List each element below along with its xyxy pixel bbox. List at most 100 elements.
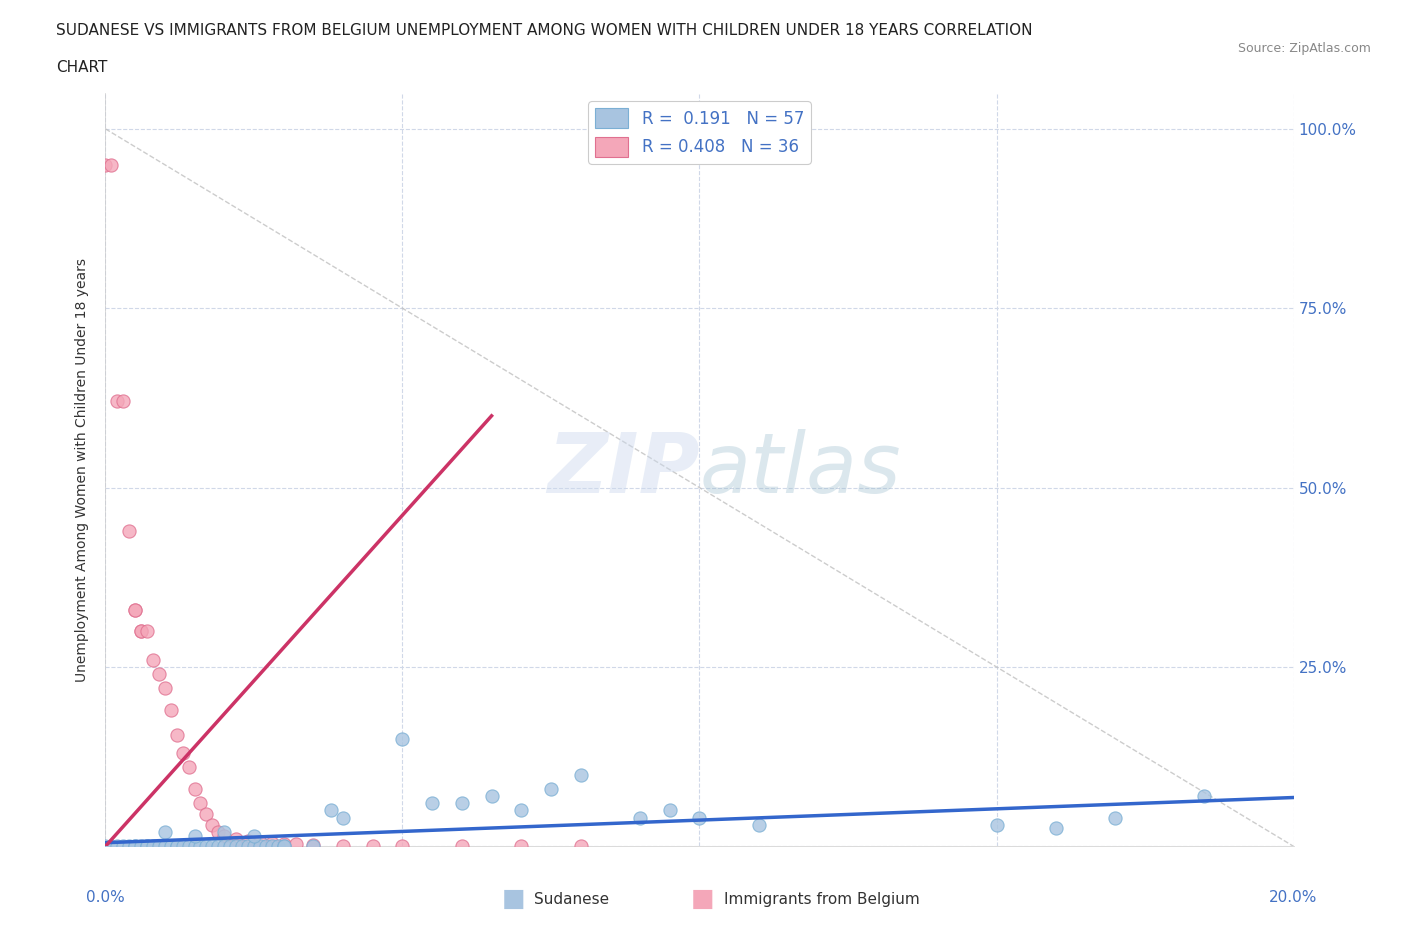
Point [1194, 789, 1216, 804]
Point [236, 833, 259, 848]
Text: 20.0%: 20.0% [1270, 890, 1317, 905]
Point [112, 839, 135, 854]
Point [136, 839, 159, 854]
Point [195, 839, 218, 854]
Text: ZIP: ZIP [547, 429, 700, 511]
Point [302, 837, 325, 852]
Point [243, 839, 266, 854]
Point [148, 839, 170, 854]
Point [249, 839, 271, 854]
Point [450, 839, 472, 854]
Text: Immigrants from Belgium: Immigrants from Belgium [724, 892, 920, 907]
Point [124, 839, 146, 854]
Point [105, 839, 128, 854]
Point [142, 652, 165, 667]
Point [236, 839, 259, 854]
Point [172, 839, 194, 854]
Point [510, 803, 533, 817]
Point [136, 839, 159, 854]
Point [249, 834, 271, 849]
Point [124, 839, 146, 854]
Point [177, 760, 200, 775]
Point [177, 839, 200, 854]
Point [124, 602, 146, 617]
Point [153, 839, 176, 854]
Point [94, 839, 117, 854]
Point [159, 702, 181, 717]
Text: Sudanese: Sudanese [534, 892, 609, 907]
Point [273, 839, 295, 854]
Point [243, 828, 266, 843]
Text: ■: ■ [692, 887, 714, 911]
Text: SUDANESE VS IMMIGRANTS FROM BELGIUM UNEMPLOYMENT AMONG WOMEN WITH CHILDREN UNDER: SUDANESE VS IMMIGRANTS FROM BELGIUM UNEM… [56, 23, 1033, 38]
Point [260, 836, 283, 851]
Text: ■: ■ [502, 887, 524, 911]
Point [183, 828, 205, 843]
Point [129, 624, 152, 639]
Point [148, 667, 170, 682]
Point [166, 839, 188, 854]
Point [153, 825, 176, 840]
Point [231, 839, 253, 854]
Point [569, 767, 592, 782]
Point [129, 624, 152, 639]
Point [628, 810, 651, 825]
Point [183, 839, 205, 854]
Point [195, 806, 218, 821]
Point [267, 839, 290, 854]
Point [166, 727, 188, 742]
Point [124, 602, 146, 617]
Point [273, 839, 295, 854]
Text: CHART: CHART [56, 60, 108, 75]
Point [225, 831, 247, 846]
Point [100, 839, 122, 854]
Point [321, 803, 343, 817]
Point [569, 839, 592, 854]
Point [190, 796, 212, 811]
Text: 0.0%: 0.0% [86, 890, 125, 905]
Point [172, 746, 194, 761]
Point [420, 796, 443, 811]
Point [332, 810, 354, 825]
Point [142, 839, 165, 854]
Point [201, 817, 224, 832]
Point [201, 839, 224, 854]
Point [658, 803, 681, 817]
Point [332, 838, 354, 853]
Point [302, 839, 325, 854]
Point [153, 681, 176, 696]
Point [190, 839, 212, 854]
Point [986, 817, 1008, 832]
Point [129, 839, 152, 854]
Point [183, 781, 205, 796]
Point [94, 157, 117, 172]
Point [284, 837, 307, 852]
Legend: R =  0.191   N = 57, R = 0.408   N = 36: R = 0.191 N = 57, R = 0.408 N = 36 [588, 101, 811, 164]
Point [391, 839, 413, 854]
Point [136, 624, 159, 639]
Point [219, 839, 242, 854]
Point [391, 731, 413, 746]
Point [166, 839, 188, 854]
Point [159, 839, 181, 854]
Text: atlas: atlas [700, 429, 901, 511]
Point [540, 781, 562, 796]
Point [225, 839, 247, 854]
Point [214, 828, 236, 843]
Point [273, 837, 295, 852]
Point [100, 157, 122, 172]
Point [105, 394, 128, 409]
Text: Source: ZipAtlas.com: Source: ZipAtlas.com [1237, 42, 1371, 55]
Point [207, 839, 229, 854]
Point [254, 839, 277, 854]
Point [1045, 821, 1067, 836]
Point [361, 838, 384, 853]
Point [118, 839, 141, 854]
Point [450, 796, 472, 811]
Point [1104, 810, 1126, 825]
Point [260, 839, 283, 854]
Point [748, 817, 770, 832]
Point [118, 524, 141, 538]
Y-axis label: Unemployment Among Women with Children Under 18 years: Unemployment Among Women with Children U… [76, 258, 90, 682]
Point [214, 839, 236, 854]
